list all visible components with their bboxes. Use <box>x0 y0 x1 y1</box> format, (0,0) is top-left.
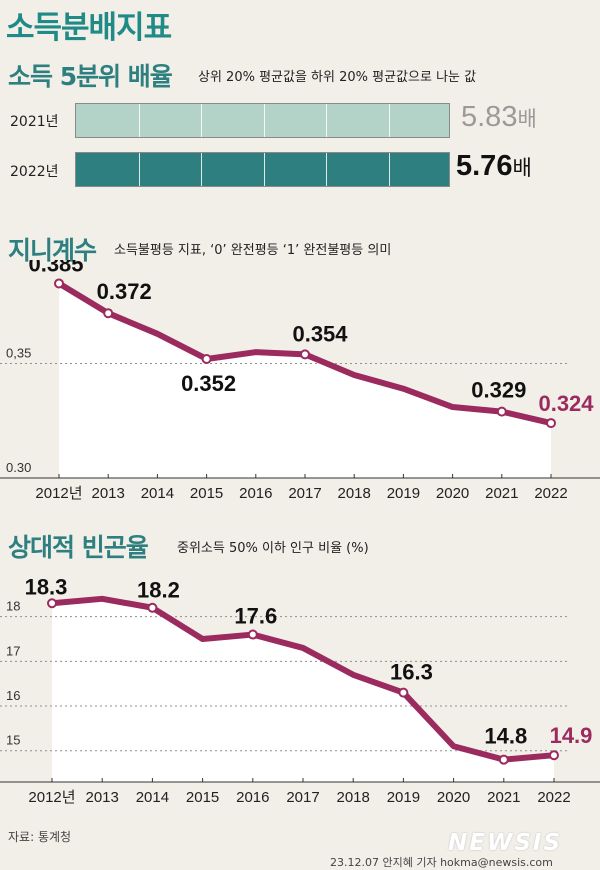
data-point <box>398 687 409 698</box>
y-tick-label: 18 <box>6 599 20 614</box>
x-tick-label: 2019 <box>387 789 420 806</box>
data-label: 0.324 <box>538 391 594 416</box>
x-tick-label: 2022 <box>537 789 570 806</box>
poverty-subtitle: 중위소득 50% 이하 인구 비율 (%) <box>177 541 369 556</box>
poverty-title: 상대적 빈곤율 <box>8 533 149 562</box>
data-label: 0.372 <box>97 279 152 304</box>
x-tick-label: 2017 <box>288 485 321 502</box>
bar-segment-divider <box>326 153 327 186</box>
bar-segment-divider <box>388 104 390 137</box>
data-label: 14.8 <box>484 724 527 749</box>
gini-chart: 0,35 0.30 2012년 2013 2014 2015 2016 2017 2018 201… <box>0 260 600 502</box>
bar-segment-divider <box>388 153 390 186</box>
bar-segment-divider <box>263 153 265 186</box>
data-label: 18.3 <box>25 574 68 599</box>
data-point <box>498 754 509 765</box>
x-tick-label: 2013 <box>86 789 119 806</box>
x-tick-label: 2021 <box>485 485 518 502</box>
x-tick-label: 2022 <box>534 485 567 502</box>
series-line <box>49 595 557 763</box>
x-tick-label: 2014 <box>141 485 174 502</box>
credit-line: 23.12.07 안지혜 기자 hokma@newsis.com <box>330 856 553 869</box>
x-tick-label: 2012년 <box>28 789 75 806</box>
gini-title: 지니계수 <box>8 236 97 265</box>
poverty-chart: 18 17 16 15 2012년 2013 2014 2015 2016 2017 2018 201… <box>0 574 600 806</box>
bar-segment-divider <box>201 153 202 186</box>
x-tick-label: 2014 <box>136 789 169 806</box>
data-label: 0.354 <box>292 321 348 346</box>
x-tick-label: 2018 <box>337 789 370 806</box>
x-tick-label: 2016 <box>236 789 269 806</box>
data-label: 14.9 <box>550 723 593 748</box>
data-point <box>54 278 64 289</box>
bar-segment-divider <box>138 104 140 137</box>
x-tick-label: 2020 <box>437 789 470 806</box>
data-label: 0.329 <box>471 378 526 403</box>
quintile-value-2022: 5.76배 <box>456 150 532 183</box>
y-tick-label: 15 <box>6 733 20 748</box>
quintile-bar-2022 <box>75 152 450 187</box>
gini-subtitle: 소득불평등 지표, ‘0’ 완전평등 ‘1’ 완전불평등 의미 <box>114 243 392 258</box>
bar-segment-divider <box>201 104 202 137</box>
data-point <box>147 602 158 613</box>
x-tick-label: 2013 <box>92 485 125 502</box>
data-label: 0.352 <box>181 371 236 396</box>
data-label: 0.385 <box>28 260 83 276</box>
x-tick-label: 2021 <box>487 789 520 806</box>
quintile-row-label: 2021년 <box>10 114 59 130</box>
quintile-subtitle: 상위 20% 평균값을 하위 20% 평균값으로 나눈 값 <box>198 70 477 85</box>
quintile-value-2021: 5.83배 <box>461 101 537 134</box>
x-tick-label: 2012년 <box>35 485 82 502</box>
quintile-number: 5.83 <box>461 101 518 133</box>
quintile-number: 5.76 <box>456 150 513 182</box>
quintile-bar-2021 <box>75 103 450 138</box>
y-tick-label: 17 <box>6 643 20 658</box>
x-tick-label: 2020 <box>436 485 469 502</box>
y-tick-label: 0.30 <box>6 460 31 475</box>
source-note: 자료: 통계청 <box>8 830 72 844</box>
x-tick-label: 2018 <box>338 485 371 502</box>
quintile-row-label: 2022년 <box>10 164 59 180</box>
newsis-logo: NEWSIS <box>448 830 563 856</box>
quintile-title: 소득 5분위 배율 <box>8 62 173 91</box>
quintile-unit: 배 <box>512 157 532 180</box>
x-tick-label: 2016 <box>239 485 272 502</box>
x-tick-label: 2017 <box>286 789 319 806</box>
data-point <box>546 418 556 429</box>
bar-segment-divider <box>263 104 265 137</box>
data-point <box>300 349 310 360</box>
data-point <box>247 629 258 640</box>
data-point <box>103 308 114 319</box>
data-label: 16.3 <box>390 660 433 685</box>
data-point <box>496 406 507 417</box>
data-label: 18.2 <box>137 578 180 603</box>
x-tick-label: 2015 <box>190 485 223 502</box>
data-point <box>549 750 559 761</box>
data-label: 17.6 <box>234 604 277 629</box>
bar-segment-divider <box>138 153 140 186</box>
bar-segment-divider <box>326 104 327 137</box>
x-tick-label: 2019 <box>387 485 420 502</box>
y-tick-label: 16 <box>6 688 20 703</box>
area-fill <box>52 598 554 782</box>
quintile-unit: 배 <box>517 108 537 131</box>
y-tick-label: 0,35 <box>6 346 31 361</box>
area-fill <box>59 283 551 478</box>
x-tick-label: 2015 <box>186 789 219 806</box>
data-point <box>201 353 212 364</box>
data-point <box>47 598 57 609</box>
main-title: 소득분배지표 <box>6 10 172 46</box>
